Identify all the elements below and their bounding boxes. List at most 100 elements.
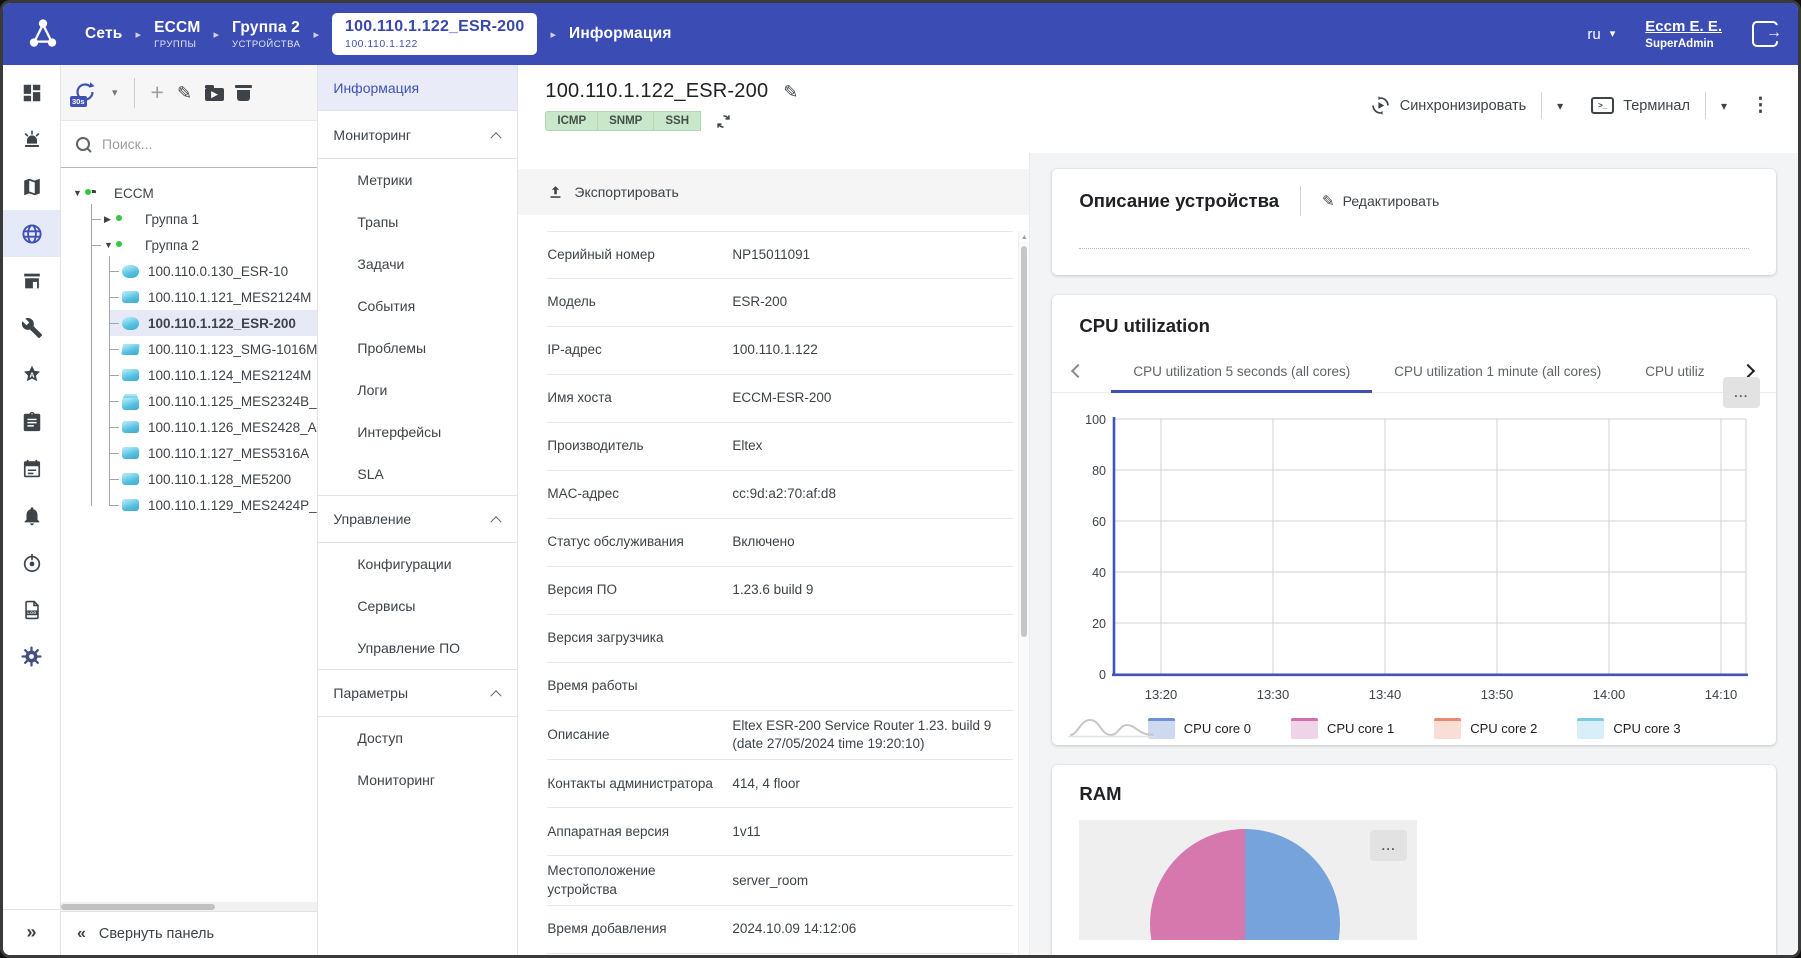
tree-node-device[interactable]: 100.110.1.129_MES2424P_ xyxy=(109,492,317,518)
add-group-button[interactable]: + xyxy=(150,79,164,105)
tree-node-group2[interactable]: ▼ Группа 2 xyxy=(91,232,317,258)
eccm-logo-icon[interactable] xyxy=(23,14,63,54)
tree-horizontal-scrollbar[interactable] xyxy=(61,902,318,911)
legend-item-cpu-core-3[interactable]: CPU core 3 xyxy=(1577,718,1681,739)
svg-text:13:50: 13:50 xyxy=(1481,687,1514,702)
sidebar-item-inventory[interactable] xyxy=(3,257,60,304)
sidebar-item-dashboard[interactable] xyxy=(3,69,60,116)
sidebar-item-monitoring[interactable] xyxy=(3,539,60,586)
device-name: 100.110.1.123_SMG-1016M xyxy=(148,341,318,357)
table-row: Время добавления 2024.10.09 14:12:06 xyxy=(547,906,1014,954)
menu-item-logs[interactable]: Логи xyxy=(318,369,517,411)
tree-expand-icon[interactable]: ▶ xyxy=(104,213,111,224)
tree-node-group1[interactable]: ▶ Группа 1 xyxy=(91,206,317,232)
description-empty-field[interactable] xyxy=(1079,248,1749,249)
search-input[interactable] xyxy=(102,136,303,152)
sidebar-item-alarms[interactable] xyxy=(3,116,60,163)
scrollbar-thumb[interactable] xyxy=(1021,246,1028,637)
terminal-dropdown-icon[interactable]: ▾ xyxy=(1720,98,1727,113)
menu-header-management[interactable]: Управление xyxy=(318,495,518,543)
move-to-group-button[interactable]: ▶ xyxy=(205,84,225,101)
edit-title-icon[interactable]: ✎ xyxy=(783,81,799,102)
sidebar-item-logs[interactable]: LOG xyxy=(3,586,60,633)
tree-node-device-selected[interactable]: 100.110.1.122_ESR-200 xyxy=(109,310,318,336)
sidebar-item-automation[interactable]: A xyxy=(3,351,60,398)
sync-dropdown-icon[interactable]: ▾ xyxy=(1557,98,1564,113)
legend-item-cpu-core-0[interactable]: CPU core 0 xyxy=(1147,718,1251,739)
terminal-button[interactable]: >_ Терминал xyxy=(1591,97,1690,114)
tree-search xyxy=(61,121,318,168)
menu-item-events[interactable]: События xyxy=(318,285,517,327)
sidebar-item-notifications[interactable] xyxy=(3,492,60,539)
refresh-status-icon[interactable] xyxy=(714,112,733,131)
svg-text:0: 0 xyxy=(1099,668,1106,682)
logout-icon[interactable]: → xyxy=(1752,21,1782,47)
menu-item-traps[interactable]: Трапы xyxy=(318,201,517,243)
info-vertical-scrollbar[interactable]: ▲ xyxy=(1018,231,1030,955)
expand-rail-button[interactable]: » xyxy=(3,909,60,955)
breadcrumb-group2[interactable]: Группа 2 УСТРОЙСТВА xyxy=(232,19,300,50)
protocol-badges: ICMP SNMP SSH xyxy=(545,111,798,131)
tab-cpu-5-seconds[interactable]: CPU utilization 5 seconds (all cores) xyxy=(1111,350,1373,393)
chart-menu-button[interactable]: ... xyxy=(1370,830,1408,861)
tabs-scroll-left-icon[interactable] xyxy=(1071,363,1086,379)
language-selector[interactable]: ru ▾ xyxy=(1587,26,1615,43)
user-menu[interactable]: Eccm E. E. SuperAdmin xyxy=(1645,18,1722,50)
sidebar-item-network[interactable] xyxy=(3,210,60,257)
menu-item-access[interactable]: Доступ xyxy=(318,717,517,759)
tree-node-device[interactable]: 100.110.1.123_SMG-1016M xyxy=(109,336,317,362)
sidebar-item-map[interactable] xyxy=(3,163,60,210)
sidebar-item-settings[interactable] xyxy=(3,633,60,680)
chart-menu-button[interactable]: ... xyxy=(1723,377,1760,408)
auto-refresh-button[interactable]: 30s xyxy=(70,80,99,107)
menu-header-monitoring[interactable]: Мониторинг xyxy=(318,111,518,159)
menu-item-information[interactable]: Информация xyxy=(318,65,518,111)
menu-item-configurations[interactable]: Конфигурации xyxy=(318,543,517,585)
refresh-dropdown-icon[interactable]: ▾ xyxy=(112,87,118,99)
row-value: 100.110.1.122 xyxy=(732,342,818,358)
tree-node-label: Группа 1 xyxy=(145,211,200,227)
breadcrumb-information[interactable]: Информация xyxy=(569,25,672,43)
sidebar-item-tools[interactable] xyxy=(3,304,60,351)
menu-item-interfaces[interactable]: Интерфейсы xyxy=(318,411,517,453)
tree-node-device[interactable]: 100.110.1.126_MES2428_A xyxy=(109,414,317,440)
menu-item-sla[interactable]: SLA xyxy=(318,453,517,495)
breadcrumb-network[interactable]: Сеть xyxy=(85,25,123,43)
menu-item-metrics[interactable]: Метрики xyxy=(318,159,517,201)
tree-node-device[interactable]: 100.110.1.127_MES5316A xyxy=(109,440,317,466)
legend-item-cpu-core-1[interactable]: CPU core 1 xyxy=(1290,718,1394,739)
chart-navigator-icon[interactable] xyxy=(1068,716,1157,743)
tree-node-device[interactable]: 100.110.1.125_MES2324B_ xyxy=(109,388,317,414)
edit-description-button[interactable]: ✎ Редактировать xyxy=(1322,193,1439,209)
more-options-icon[interactable]: ⋮ xyxy=(1751,95,1770,116)
tree-node-device[interactable]: 100.110.1.121_MES2124M xyxy=(109,284,317,310)
tree-expand-icon[interactable]: ▼ xyxy=(104,240,113,250)
device-info-panel: Экспортировать Серийный номер NP15011091 … xyxy=(518,153,1031,955)
scroll-up-icon[interactable]: ▲ xyxy=(1020,234,1028,241)
tabs-scroll-right-icon[interactable] xyxy=(1740,363,1756,379)
breadcrumb-device-chip[interactable]: 100.110.1.122_ESR-200 100.110.1.122 xyxy=(332,13,538,55)
tab-cpu-truncated[interactable]: CPU utiliz xyxy=(1645,364,1705,379)
menu-item-monitoring-params[interactable]: Мониторинг xyxy=(318,759,517,801)
collapse-panel-button[interactable]: « Свернуть панель xyxy=(61,911,318,955)
sidebar-item-tasks[interactable] xyxy=(3,398,60,445)
export-button[interactable]: Экспортировать xyxy=(547,184,679,201)
menu-item-problems[interactable]: Проблемы xyxy=(318,327,517,369)
scrollbar-thumb[interactable] xyxy=(61,903,215,910)
tree-node-device[interactable]: 100.110.1.128_ME5200 xyxy=(109,466,317,492)
menu-item-tasks[interactable]: Задачи xyxy=(318,243,517,285)
tree-node-device[interactable]: 100.110.1.124_MES2124M xyxy=(109,362,317,388)
menu-item-services[interactable]: Сервисы xyxy=(318,585,517,627)
menu-header-parameters[interactable]: Параметры xyxy=(318,669,518,717)
breadcrumb-eccm-group[interactable]: ECCM ГРУППЫ xyxy=(154,19,200,50)
delete-button[interactable] xyxy=(235,85,253,101)
tree-expand-icon[interactable]: ▼ xyxy=(73,188,82,198)
tab-cpu-1-minute[interactable]: CPU utilization 1 minute (all cores) xyxy=(1394,364,1602,379)
tree-node-device[interactable]: 100.110.0.130_ESR-10 xyxy=(109,258,317,284)
menu-item-firmware[interactable]: Управление ПО xyxy=(318,627,517,669)
legend-item-cpu-core-2[interactable]: CPU core 2 xyxy=(1434,718,1537,739)
sync-button[interactable]: Синхронизировать xyxy=(1370,95,1526,116)
sidebar-item-calendar[interactable] xyxy=(3,445,60,492)
edit-button[interactable]: ✎ xyxy=(176,82,193,103)
tree-node-root[interactable]: ▼ ECCM xyxy=(73,180,317,206)
